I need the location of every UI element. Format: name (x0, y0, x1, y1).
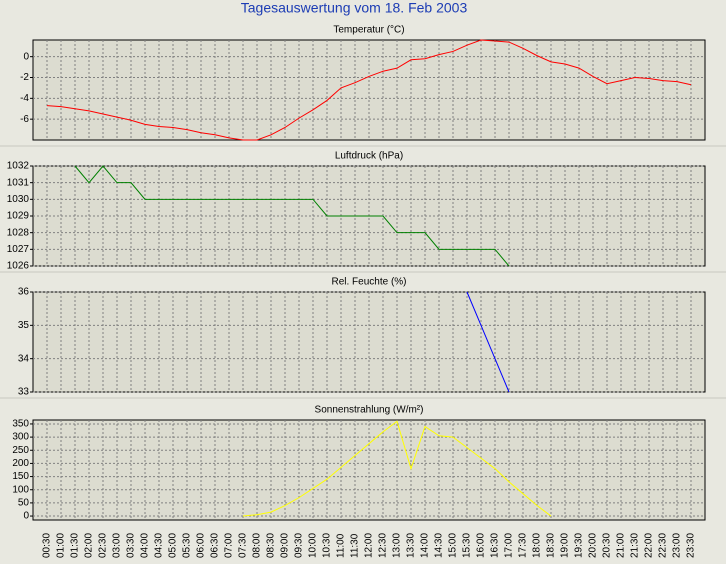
x-tick-label: 16:00 (476, 533, 487, 558)
y-tick-label: 36 (18, 287, 30, 298)
y-tick-label: 0 (23, 51, 29, 62)
x-tick-label: 13:00 (392, 533, 403, 558)
y-tick-label: 34 (18, 353, 30, 364)
x-tick-label: 12:30 (378, 533, 389, 558)
x-tick-label: 22:30 (658, 533, 669, 558)
x-tick-label: 04:30 (154, 533, 165, 558)
panel-title: Temperatur (°C) (333, 25, 404, 36)
panel-title: Rel. Feuchte (%) (331, 277, 406, 288)
y-tick-label: 1030 (7, 194, 30, 205)
series-line (46, 39, 692, 141)
x-tick-label: 18:00 (532, 533, 543, 558)
x-tick-label: 05:00 (168, 533, 179, 558)
x-tick-label: 20:00 (588, 533, 599, 558)
x-tick-label: 15:00 (448, 533, 459, 558)
x-tick-label: 23:00 (672, 533, 683, 558)
x-tick-label: 13:30 (406, 533, 417, 558)
panel-title: Sonnenstrahlung (W/m²) (315, 405, 424, 416)
y-tick-label: 35 (18, 320, 30, 331)
x-tick-label: 07:30 (238, 533, 249, 558)
x-tick-label: 18:30 (546, 533, 557, 558)
x-tick-label: 08:30 (266, 533, 277, 558)
x-tick-label: 16:30 (490, 533, 501, 558)
y-tick-label: -6 (20, 114, 29, 125)
x-tick-label: 12:00 (364, 533, 375, 558)
x-tick-label: 03:30 (126, 533, 137, 558)
y-tick-label: 50 (18, 498, 30, 509)
x-tick-label: 03:00 (112, 533, 123, 558)
y-tick-label: 250 (12, 445, 29, 456)
x-tick-label: 05:30 (182, 533, 193, 558)
y-tick-label: 1029 (7, 211, 30, 222)
x-tick-label: 02:00 (84, 533, 95, 558)
x-tick-label: 09:30 (294, 533, 305, 558)
x-tick-label: 09:00 (280, 533, 291, 558)
x-tick-label: 04:00 (140, 533, 151, 558)
series-line (466, 291, 510, 393)
panel-title: Luftdruck (hPa) (335, 151, 403, 162)
x-tick-label: 21:30 (630, 533, 641, 558)
x-tick-label: 06:00 (196, 533, 207, 558)
series-line (74, 165, 510, 267)
x-tick-label: 02:30 (98, 533, 109, 558)
x-tick-label: 15:30 (462, 533, 473, 558)
x-tick-label: 07:00 (224, 533, 235, 558)
x-tick-label: 23:30 (686, 533, 697, 558)
x-tick-label: 11:00 (336, 533, 347, 558)
x-tick-label: 08:00 (252, 533, 263, 558)
page-title: Tagesauswertung vom 18. Feb 2003 (241, 0, 468, 16)
y-tick-label: -4 (20, 93, 29, 104)
series-line (242, 420, 552, 517)
y-tick-label: 33 (18, 387, 30, 398)
x-tick-label: 01:30 (70, 533, 81, 558)
y-tick-label: 350 (12, 419, 29, 430)
x-tick-label: 20:30 (602, 533, 613, 558)
x-tick-label: 10:00 (308, 533, 319, 558)
x-tick-label: 06:30 (210, 533, 221, 558)
x-tick-label: 14:00 (420, 533, 431, 558)
y-tick-label: 1027 (7, 244, 30, 255)
y-tick-label: 0 (23, 511, 29, 522)
x-tick-label: 19:30 (574, 533, 585, 558)
y-tick-label: 100 (12, 484, 29, 495)
x-tick-label: 22:00 (644, 533, 655, 558)
y-tick-label: -2 (20, 72, 29, 83)
x-tick-label: 00:30 (42, 533, 53, 558)
x-tick-label: 14:30 (434, 533, 445, 558)
y-tick-label: 150 (12, 471, 29, 482)
x-tick-label: 01:00 (56, 533, 67, 558)
y-tick-label: 1032 (7, 161, 30, 172)
y-tick-label: 300 (12, 432, 29, 443)
y-tick-label: 1031 (7, 177, 30, 188)
x-tick-label: 21:00 (616, 533, 627, 558)
y-tick-label: 1028 (7, 227, 30, 238)
y-tick-label: 200 (12, 458, 29, 469)
y-tick-label: 1026 (7, 261, 30, 272)
x-tick-label: 10:30 (322, 533, 333, 558)
x-tick-label: 17:00 (504, 533, 515, 558)
x-tick-label: 19:00 (560, 533, 571, 558)
x-tick-label: 17:30 (518, 533, 529, 558)
x-tick-label: 11:30 (350, 533, 361, 558)
